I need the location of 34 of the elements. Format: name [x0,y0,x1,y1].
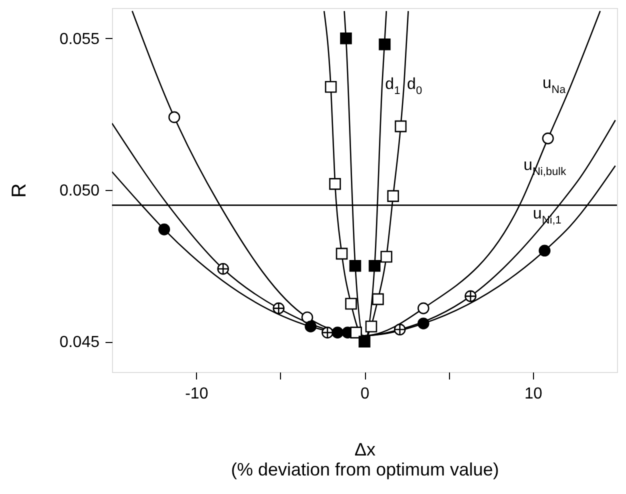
y-axis-title: R [8,183,30,198]
point [336,248,348,260]
x-tick-label: 0 [360,386,370,402]
point [380,250,392,263]
point [542,132,554,144]
point [324,80,337,93]
point [418,318,430,330]
point [168,111,180,124]
y-tick-label: 0.050 [59,182,100,200]
point [538,244,551,257]
x-axis-title: Δx (% deviation from optimum value) [230,440,500,480]
point [378,38,391,50]
point [418,302,430,314]
point [345,298,357,310]
y-tick-label: 0.055 [59,30,100,48]
point [394,120,407,132]
point [372,293,384,306]
point [332,326,344,338]
point [301,312,314,324]
point [350,326,362,338]
point [365,320,378,332]
point [464,290,476,302]
x-tick-label: -10 [185,386,208,402]
point [368,260,380,272]
point [394,324,406,336]
point [340,32,352,44]
point [387,190,400,202]
point [349,260,362,272]
y-tick-label: 0.045 [59,334,100,352]
x-tick-label: 10 [524,386,542,402]
point [304,320,317,332]
point [358,336,370,348]
point [158,224,170,236]
point [329,178,341,190]
